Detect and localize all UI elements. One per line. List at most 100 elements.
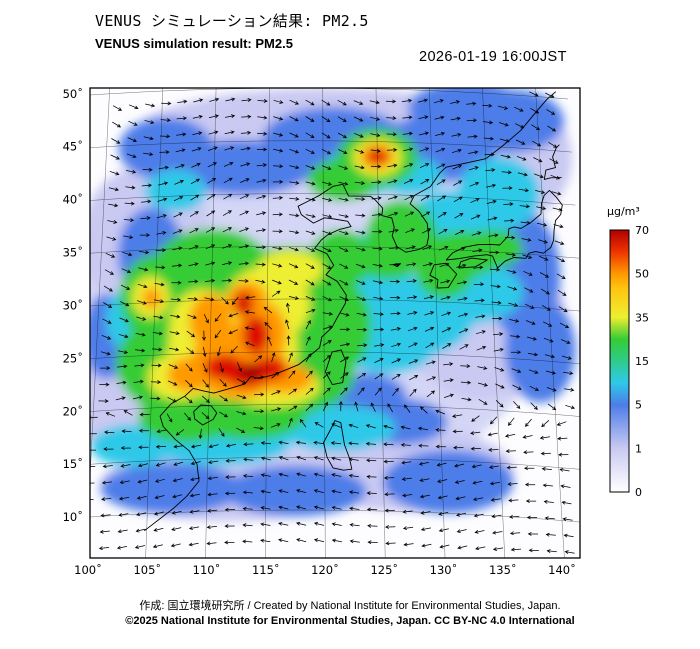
- wind-arrow: [101, 334, 112, 340]
- wind-arrow: [505, 433, 516, 438]
- wind-arrow: [243, 457, 254, 462]
- wind-arrow: [172, 494, 183, 499]
- wind-arrow: [255, 279, 266, 284]
- pm25-plume: [416, 247, 473, 298]
- wind-arrow: [159, 150, 170, 155]
- wind-arrow: [473, 265, 484, 270]
- wind-arrow: [451, 148, 462, 154]
- wind-arrow: [538, 239, 548, 244]
- wind-arrow: [460, 380, 472, 385]
- x-axis-tick-label: 140˚: [548, 562, 576, 577]
- wind-arrow: [453, 445, 464, 450]
- wind-arrow: [401, 460, 412, 465]
- x-axis-tick-label: 115˚: [252, 562, 280, 577]
- wind-arrow: [135, 348, 146, 353]
- wind-arrow: [406, 279, 417, 283]
- wind-arrow: [153, 315, 164, 320]
- wind-arrow: [547, 125, 557, 132]
- wind-arrow: [558, 306, 568, 313]
- wind-arrow: [355, 213, 366, 218]
- wind-arrow: [305, 308, 316, 314]
- wind-arrow: [123, 235, 134, 240]
- wind-arrow: [132, 395, 144, 400]
- wind-arrow: [519, 204, 530, 209]
- wind-arrow: [513, 401, 521, 409]
- wind-arrow: [204, 278, 216, 283]
- wind-arrow: [191, 147, 202, 152]
- wind-arrow: [322, 197, 333, 202]
- wind-arrow: [365, 424, 376, 429]
- wind-arrow: [455, 230, 465, 235]
- wind-arrow: [420, 179, 430, 185]
- wind-arrow: [322, 340, 332, 346]
- wind-arrow: [90, 482, 95, 484]
- wind-arrow: [434, 115, 445, 120]
- wind-arrow: [402, 131, 413, 136]
- wind-arrow: [407, 311, 418, 315]
- wind-arrow: [286, 335, 291, 346]
- wind-arrow: [353, 116, 364, 122]
- wind-arrow: [507, 286, 518, 291]
- wind-arrow: [271, 352, 276, 363]
- wind-arrow: [339, 327, 351, 332]
- wind-arrow: [208, 114, 219, 119]
- y-axis-tick-label: 15˚: [63, 456, 83, 471]
- wind-arrow: [370, 402, 376, 412]
- wind-arrow: [305, 197, 316, 202]
- wind-arrow: [305, 370, 313, 379]
- wind-arrow: [121, 268, 132, 274]
- wind-arrow: [372, 246, 383, 251]
- wind-arrow: [403, 147, 414, 152]
- wind-arrow: [116, 380, 127, 385]
- wind-arrow: [236, 362, 242, 372]
- wind-arrow: [123, 410, 133, 416]
- wind-arrow: [435, 409, 445, 415]
- wind-arrow: [383, 442, 394, 447]
- wind-arrow: [509, 334, 521, 339]
- wind-arrow: [348, 490, 360, 495]
- wind-arrow: [103, 447, 114, 451]
- wind-arrow: [188, 262, 199, 267]
- wind-arrow: [403, 163, 414, 168]
- wind-arrow: [119, 480, 130, 485]
- pm25-field: [90, 88, 576, 522]
- wind-arrow: [468, 166, 479, 171]
- wind-arrow: [152, 544, 163, 549]
- wind-arrow: [322, 214, 333, 219]
- wind-arrow: [389, 279, 401, 284]
- wind-arrow: [322, 230, 333, 236]
- wind-arrow: [453, 180, 463, 186]
- wind-arrow: [330, 441, 342, 446]
- graticule-line: [322, 88, 326, 558]
- wind-arrow: [187, 297, 199, 301]
- wind-arrow: [289, 230, 300, 235]
- wind-arrow: [543, 337, 554, 343]
- wind-arrow: [388, 228, 399, 233]
- wind-arrow: [516, 156, 527, 161]
- wind-arrow: [383, 424, 394, 429]
- wind-arrow: [524, 418, 532, 427]
- wind-arrow: [218, 428, 225, 437]
- wind-arrow: [384, 508, 395, 513]
- wind-arrow: [150, 396, 161, 401]
- wind-arrow: [558, 452, 569, 457]
- wind-arrow: [105, 412, 116, 417]
- wind-arrow: [159, 134, 171, 139]
- wind-arrow: [160, 118, 171, 123]
- wind-arrow: [219, 378, 227, 387]
- wind-arrow: [198, 428, 203, 439]
- wind-arrow: [223, 177, 233, 184]
- wind-arrow: [507, 417, 515, 426]
- wind-arrow: [242, 539, 253, 544]
- wind-arrow: [438, 528, 449, 533]
- wind-arrow: [270, 423, 281, 428]
- pm25-plume: [456, 157, 540, 232]
- wind-arrow: [207, 492, 218, 497]
- wind-arrow: [373, 296, 384, 301]
- wind-arrow: [256, 178, 267, 183]
- wind-arrow: [468, 150, 479, 155]
- wind-arrow: [548, 141, 558, 148]
- wind-arrow: [365, 441, 377, 446]
- title-english: VENUS simulation result: PM2.5: [95, 36, 293, 51]
- wind-arrow: [224, 524, 235, 529]
